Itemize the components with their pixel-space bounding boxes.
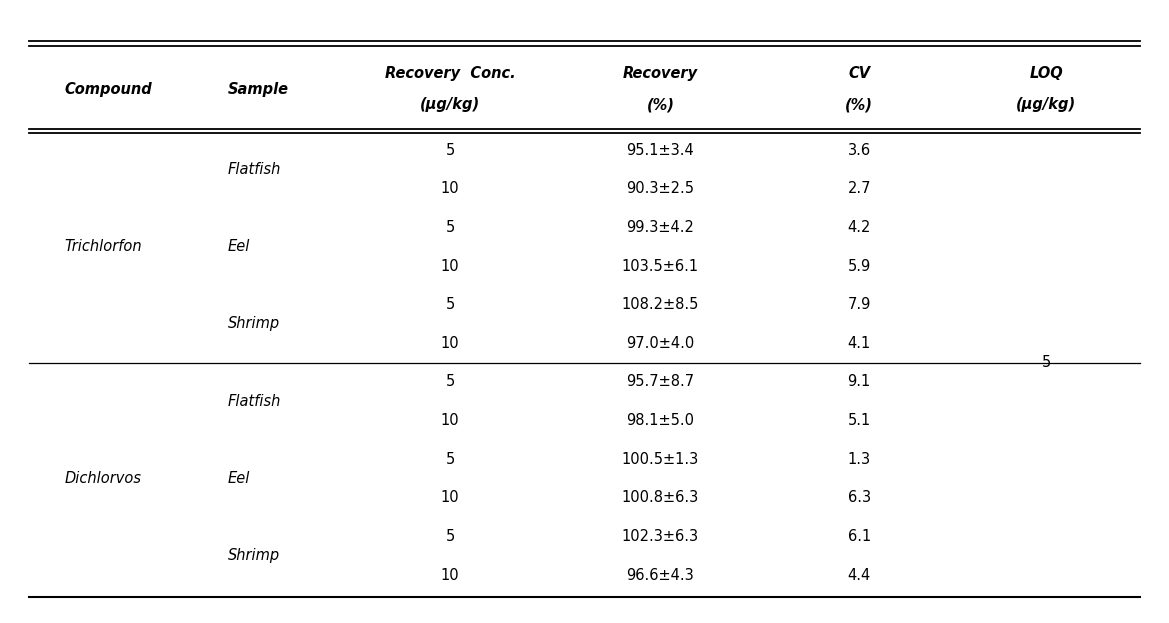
Text: 5: 5 [445,143,455,158]
Text: 5: 5 [445,297,455,312]
Text: 4.1: 4.1 [848,336,871,351]
Text: (%): (%) [845,97,873,112]
Text: 1.3: 1.3 [848,452,871,467]
Text: Flatfish: Flatfish [228,394,282,409]
Text: 5: 5 [1042,355,1051,370]
Text: CV: CV [849,66,870,81]
Text: Shrimp: Shrimp [228,316,281,331]
Text: LOQ: LOQ [1030,66,1063,81]
Text: Trichlorfon: Trichlorfon [64,239,141,254]
Text: 3.6: 3.6 [848,143,871,158]
Text: 10: 10 [441,259,459,273]
Text: 103.5±6.1: 103.5±6.1 [622,259,699,273]
Text: 97.0±4.0: 97.0±4.0 [627,336,694,351]
Text: 5.1: 5.1 [848,413,871,428]
Text: 4.4: 4.4 [848,568,871,583]
Text: 10: 10 [441,181,459,196]
Text: 90.3±2.5: 90.3±2.5 [627,181,694,196]
Text: (μg/kg): (μg/kg) [420,97,480,112]
Text: (%): (%) [646,97,675,112]
Text: Recovery: Recovery [623,66,698,81]
Text: 10: 10 [441,490,459,505]
Text: 108.2±8.5: 108.2±8.5 [622,297,699,312]
Text: Compound: Compound [64,82,152,97]
Text: 95.1±3.4: 95.1±3.4 [627,143,694,158]
Text: 5: 5 [445,529,455,544]
Text: Flatfish: Flatfish [228,162,282,177]
Text: 10: 10 [441,336,459,351]
Text: 100.5±1.3: 100.5±1.3 [622,452,699,467]
Text: 5: 5 [445,220,455,235]
Text: Eel: Eel [228,471,250,486]
Text: 102.3±6.3: 102.3±6.3 [622,529,699,544]
Text: 9.1: 9.1 [848,374,871,389]
Text: 6.3: 6.3 [848,490,871,505]
Text: 5.9: 5.9 [848,259,871,273]
Text: 7.9: 7.9 [848,297,871,312]
Text: 2.7: 2.7 [848,181,871,196]
Text: 99.3±4.2: 99.3±4.2 [627,220,694,235]
Text: 95.7±8.7: 95.7±8.7 [627,374,694,389]
Text: 100.8±6.3: 100.8±6.3 [622,490,699,505]
Text: 5: 5 [445,374,455,389]
Text: (μg/kg): (μg/kg) [1016,97,1077,112]
Text: Eel: Eel [228,239,250,254]
Text: Sample: Sample [228,82,289,97]
Text: Recovery  Conc.: Recovery Conc. [385,66,516,81]
Text: 4.2: 4.2 [848,220,871,235]
Text: 5: 5 [445,452,455,467]
Text: 6.1: 6.1 [848,529,871,544]
Text: 98.1±5.0: 98.1±5.0 [627,413,694,428]
Text: 10: 10 [441,568,459,583]
Text: Dichlorvos: Dichlorvos [64,471,141,486]
Text: 10: 10 [441,413,459,428]
Text: Shrimp: Shrimp [228,548,281,563]
Text: 96.6±4.3: 96.6±4.3 [627,568,694,583]
